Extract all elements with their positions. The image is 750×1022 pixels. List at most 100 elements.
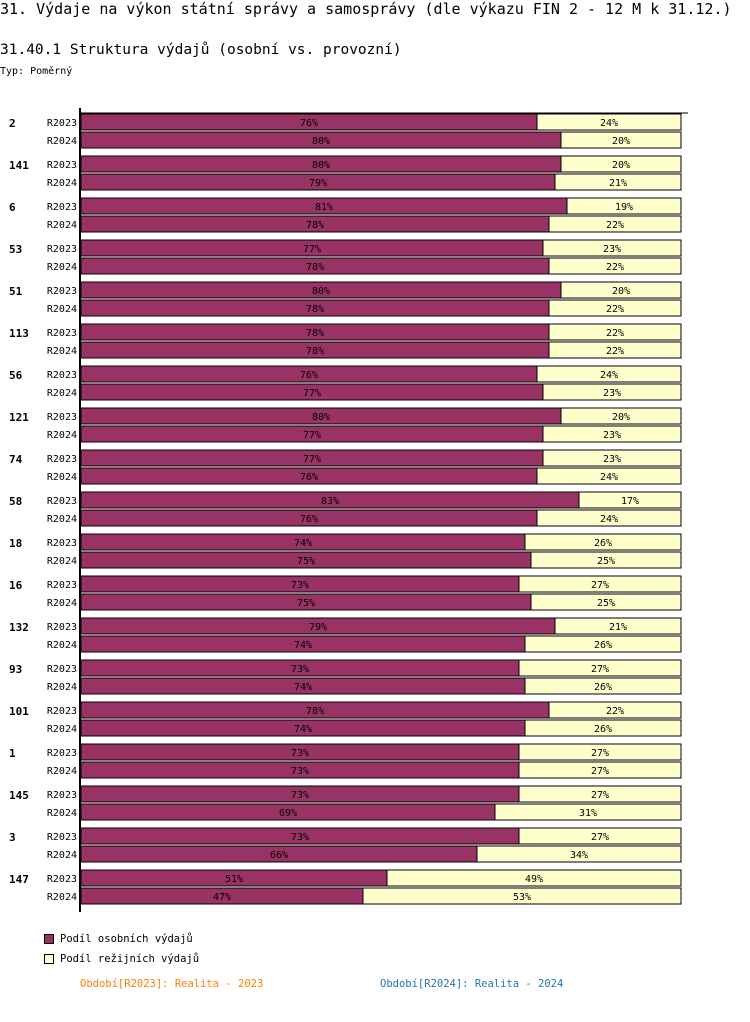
data-label: 80% [312, 160, 330, 171]
data-label: 31% [579, 808, 597, 819]
period-label: R2024 [47, 766, 77, 777]
bar-rezijni [542, 425, 682, 443]
period-label: R2023 [47, 580, 77, 591]
data-label: 19% [615, 202, 633, 213]
bar-rezijni [518, 827, 682, 845]
group-label: 113 [9, 327, 29, 340]
bar-rezijni [476, 845, 682, 863]
data-label: 27% [591, 832, 609, 843]
period-label: R2024 [47, 346, 77, 357]
bar-rezijni [362, 887, 682, 905]
data-label: 76% [300, 118, 318, 129]
period-label: R2024 [47, 640, 77, 651]
period-label: R2023 [47, 412, 77, 423]
period-label: R2024 [47, 430, 77, 441]
data-label: 80% [312, 136, 330, 147]
period-label: R2023 [47, 496, 77, 507]
data-label: 75% [297, 556, 315, 567]
group-label: 6 [9, 201, 16, 214]
period-label: R2023 [47, 706, 77, 717]
data-label: 79% [309, 178, 327, 189]
data-label: 80% [312, 286, 330, 297]
period-label: R2023 [47, 202, 77, 213]
data-label: 80% [312, 412, 330, 423]
data-label: 20% [612, 286, 630, 297]
data-label: 76% [300, 514, 318, 525]
period-label: R2024 [47, 598, 77, 609]
period-label: R2023 [47, 748, 77, 759]
data-label: 24% [600, 514, 618, 525]
data-label: 73% [291, 664, 309, 675]
bar-rezijni [566, 197, 682, 215]
data-label: 78% [306, 346, 324, 357]
data-label: 74% [294, 538, 312, 549]
period-label: R2024 [47, 388, 77, 399]
group-label: 18 [9, 537, 22, 550]
data-label: 26% [594, 682, 612, 693]
period-label: R2024 [47, 262, 77, 273]
bar-rezijni [548, 341, 682, 359]
data-label: 78% [306, 220, 324, 231]
bar-rezijni [554, 173, 682, 191]
bar-rezijni [530, 593, 682, 611]
bar-rezijni [536, 509, 682, 527]
bar-rezijni [554, 617, 682, 635]
bar-rezijni [524, 677, 682, 695]
data-label: 83% [321, 496, 339, 507]
legend-item-rezijni: Podíl režijních výdajů [44, 953, 199, 965]
legend-label: Podíl režijních výdajů [60, 953, 200, 965]
data-label: 24% [600, 370, 618, 381]
data-label: 21% [609, 622, 627, 633]
data-label: 74% [294, 682, 312, 693]
legend-swatch [44, 934, 54, 944]
period-label: R2024 [47, 178, 77, 189]
bar-rezijni [494, 803, 682, 821]
data-label: 73% [291, 790, 309, 801]
data-label: 27% [591, 766, 609, 777]
bar-rezijni [518, 659, 682, 677]
bar-rezijni [536, 113, 682, 131]
bar-rezijni [518, 785, 682, 803]
bar-rezijni [542, 449, 682, 467]
period-label: R2023 [47, 328, 77, 339]
data-label: 20% [612, 160, 630, 171]
data-label: 22% [606, 706, 624, 717]
data-label: 49% [525, 874, 543, 885]
period-label: R2024 [47, 682, 77, 693]
bar-rezijni [386, 869, 682, 887]
period-label: R2024 [47, 850, 77, 861]
group-label: 56 [9, 369, 23, 382]
bar-rezijni [536, 467, 682, 485]
data-label: 73% [291, 832, 309, 843]
period-label: R2023 [47, 244, 77, 255]
period-label: R2023 [47, 664, 77, 675]
data-label: 73% [291, 580, 309, 591]
data-label: 20% [612, 412, 630, 423]
group-label: 3 [9, 831, 16, 844]
data-label: 73% [291, 766, 309, 777]
period-label: R2023 [47, 874, 77, 885]
period-label: R2024 [47, 892, 77, 903]
bar-rezijni [530, 551, 682, 569]
period-label: R2024 [47, 724, 77, 735]
legend-item-osobni: Podíl osobních výdajů [44, 933, 193, 945]
data-label: 22% [606, 346, 624, 357]
data-label: 76% [300, 472, 318, 483]
data-label: 23% [603, 244, 621, 255]
bar-rezijni [542, 239, 682, 257]
data-label: 51% [225, 874, 243, 885]
bar-rezijni [518, 575, 682, 593]
data-label: 26% [594, 640, 612, 651]
data-label: 22% [606, 328, 624, 339]
data-label: 74% [294, 640, 312, 651]
data-label: 26% [594, 538, 612, 549]
group-label: 51 [9, 285, 23, 298]
group-label: 121 [9, 411, 29, 424]
data-label: 22% [606, 220, 624, 231]
data-label: 25% [597, 598, 615, 609]
data-label: 22% [606, 262, 624, 273]
bar-rezijni [548, 323, 682, 341]
bar-rezijni [578, 491, 682, 509]
bar-rezijni [524, 635, 682, 653]
group-label: 101 [9, 705, 29, 718]
